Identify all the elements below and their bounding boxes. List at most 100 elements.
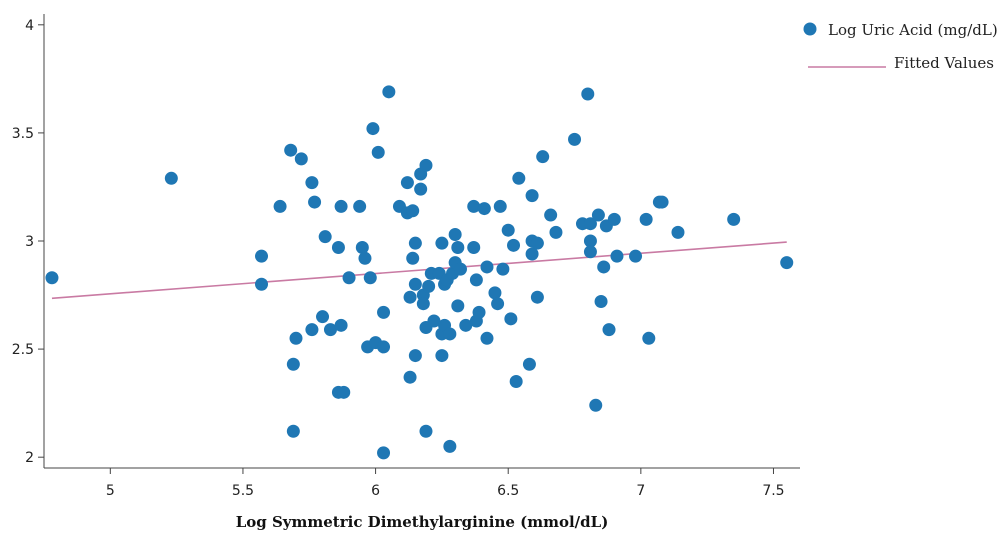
data-point [382, 85, 396, 99]
data-point [597, 260, 611, 274]
y-tick-label: 3 [25, 234, 34, 250]
data-point [45, 271, 59, 285]
x-ticks: 5 5.5 6 6.5 7 7.5 [106, 468, 785, 499]
data-point [448, 228, 462, 242]
data-point [406, 204, 420, 218]
data-point [451, 240, 465, 254]
fitted-line [51, 241, 787, 300]
data-point [414, 182, 428, 196]
fitted-line-layer [51, 241, 787, 300]
data-point [536, 150, 550, 164]
data-point [363, 271, 377, 285]
data-point [286, 357, 300, 371]
data-point [403, 290, 417, 304]
data-point [583, 234, 597, 248]
data-point [164, 171, 178, 185]
data-point [427, 314, 441, 328]
data-point [488, 286, 502, 300]
data-point [318, 230, 332, 244]
data-point [416, 297, 430, 311]
x-tick-label: 5 [106, 483, 115, 499]
y-ticks: 2 2.5 3 3.5 4 [12, 18, 44, 466]
data-point [501, 223, 515, 237]
data-point [435, 236, 449, 250]
data-point [337, 385, 351, 399]
data-point [289, 331, 303, 345]
x-tick-label: 5.5 [232, 483, 254, 499]
data-point [323, 323, 337, 337]
y-tick-label: 2.5 [12, 342, 34, 358]
data-point [422, 279, 436, 293]
data-point [469, 273, 483, 287]
data-point [342, 271, 356, 285]
data-point [610, 249, 624, 263]
data-point [377, 305, 391, 319]
data-point [583, 245, 597, 259]
data-point [408, 349, 422, 363]
data-point [544, 208, 558, 222]
data-point [408, 277, 422, 291]
data-point [780, 256, 794, 270]
data-point [459, 318, 473, 332]
x-tick-label: 6.5 [497, 483, 519, 499]
data-point [509, 375, 523, 389]
data-point [284, 143, 298, 157]
data-point [443, 439, 457, 453]
data-point [355, 240, 369, 254]
data-point [583, 217, 597, 231]
x-tick-label: 7 [636, 483, 645, 499]
x-tick-label: 7.5 [762, 483, 784, 499]
data-point [472, 305, 486, 319]
x-axis-title: Log Symmetric Dimethylarginine (mmol/dL) [236, 513, 609, 531]
data-point [530, 236, 544, 250]
legend-line-label: Fitted Values [894, 54, 994, 72]
data-point [255, 277, 269, 291]
data-point [419, 158, 433, 172]
data-point [480, 260, 494, 274]
data-point [419, 424, 433, 438]
data-point [629, 249, 643, 263]
data-point [371, 145, 385, 159]
axes [43, 14, 800, 469]
data-point [377, 340, 391, 354]
data-point [594, 295, 608, 309]
data-point [305, 176, 319, 190]
data-point [358, 251, 372, 265]
data-point [316, 310, 330, 324]
data-point [467, 240, 481, 254]
data-point [671, 225, 685, 239]
data-point [493, 199, 507, 213]
data-point [406, 251, 420, 265]
points-layer [45, 85, 794, 460]
data-point [549, 225, 563, 239]
data-point [522, 357, 536, 371]
data-point [353, 199, 367, 213]
data-point [581, 87, 595, 101]
data-point [568, 132, 582, 146]
data-point [255, 249, 269, 263]
data-point [334, 318, 348, 332]
data-point [589, 398, 603, 412]
data-point [504, 312, 518, 326]
data-point [496, 262, 510, 276]
legend-point-label: Log Uric Acid (mg/dL) [828, 21, 998, 39]
data-point [294, 152, 308, 166]
legend-point-marker [803, 22, 817, 36]
data-point [435, 349, 449, 363]
data-point [467, 199, 481, 213]
data-point [305, 323, 319, 337]
data-point [453, 262, 467, 276]
data-point [334, 199, 348, 213]
data-point [491, 297, 505, 311]
data-point [507, 238, 521, 252]
data-point [408, 236, 422, 250]
data-point [727, 212, 741, 226]
data-point [400, 176, 414, 190]
data-point [477, 202, 491, 216]
y-tick-label: 4 [25, 18, 34, 34]
data-point [451, 299, 465, 313]
data-point [512, 171, 526, 185]
data-point [403, 370, 417, 384]
data-point [602, 323, 616, 337]
